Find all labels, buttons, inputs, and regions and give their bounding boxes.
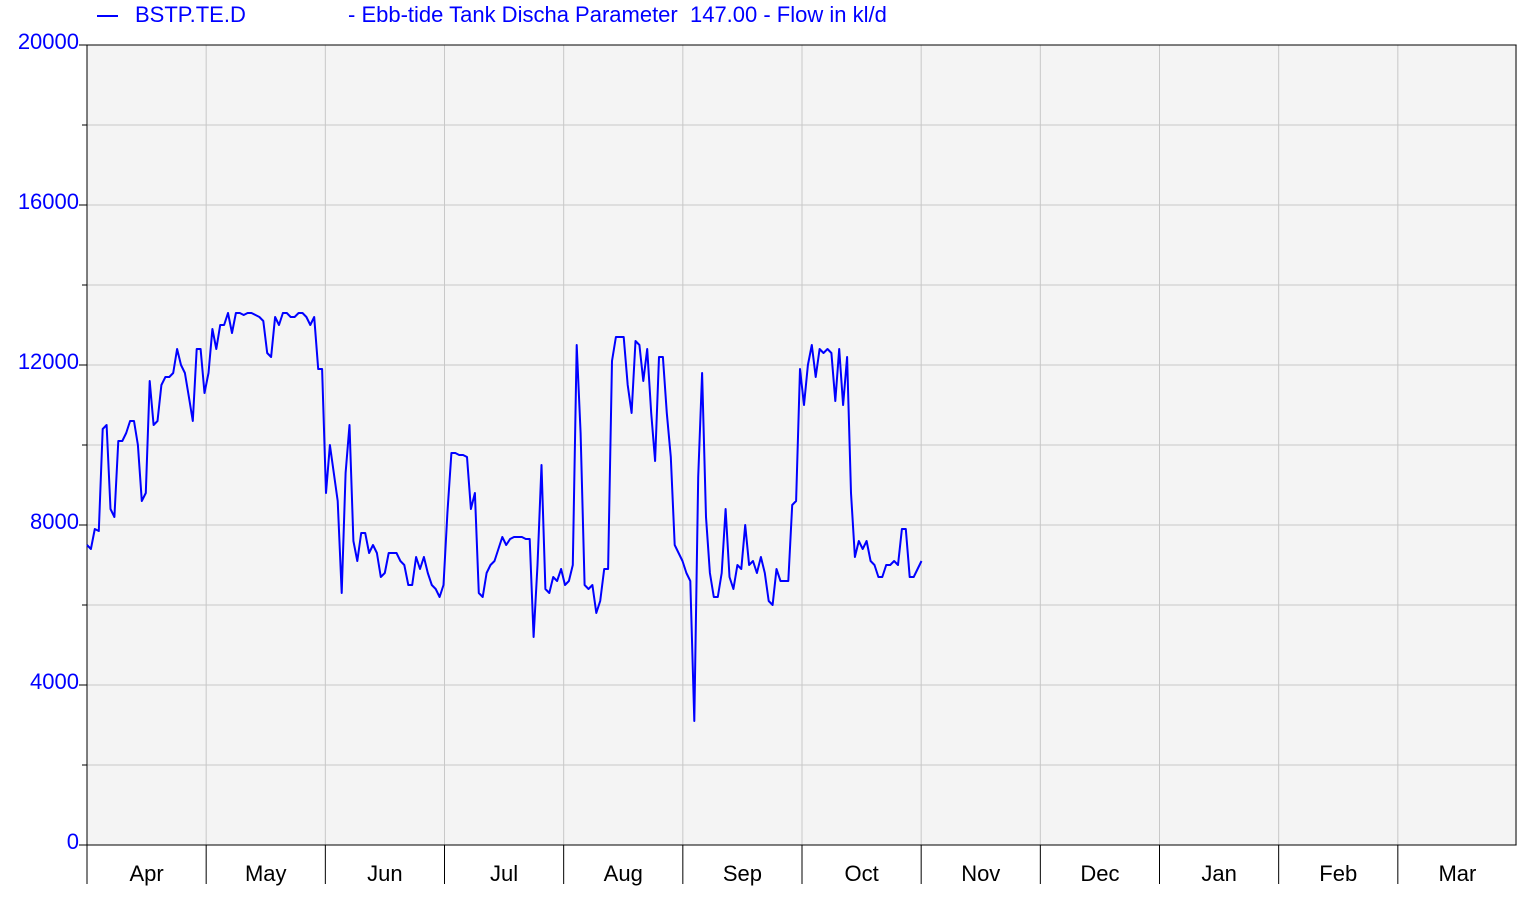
x-tick-label: Jul [490,861,518,886]
x-tick-label: Apr [129,861,163,886]
x-tick-label: Mar [1438,861,1476,886]
y-tick-label: 8000 [30,509,79,534]
x-tick-label: Dec [1080,861,1119,886]
y-tick-label: 12000 [18,349,79,374]
x-tick-label: Nov [961,861,1000,886]
x-tick-label: Feb [1319,861,1357,886]
legend-label: BSTP.TE.D [135,2,246,27]
plot-border [86,44,1517,846]
x-tick-label: Jan [1201,861,1236,886]
y-tick-label: 4000 [30,669,79,694]
x-tick-label: May [245,861,287,886]
x-tick-label: Aug [604,861,643,886]
y-tick-label: 16000 [18,189,79,214]
y-tick-label: 0 [67,829,79,854]
data-line [86,312,923,722]
x-tick-label: Jun [367,861,402,886]
x-tick-label: Sep [723,861,762,886]
y-tick-label: 20000 [18,29,79,54]
x-tick-label: Oct [844,861,878,886]
chart-title: - Ebb-tide Tank Discha Parameter 147.00 … [348,2,887,27]
